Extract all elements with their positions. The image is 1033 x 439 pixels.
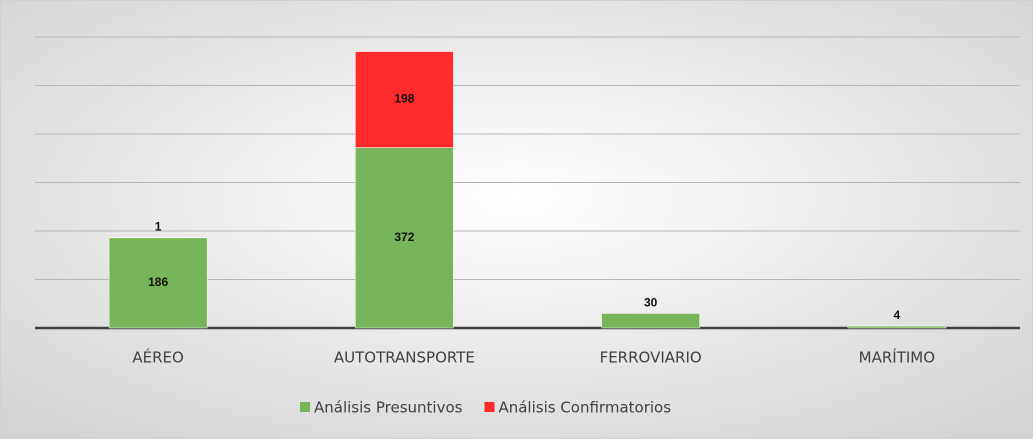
legend-swatch <box>300 402 310 412</box>
legend-label: Análisis Confirmatorios <box>498 399 671 417</box>
legend-label: Análisis Presuntivos <box>314 399 463 417</box>
x-tick-label: AUTOTRANSPORTE <box>334 349 475 367</box>
bar-segment <box>847 325 947 329</box>
data-label: 372 <box>394 230 414 244</box>
bar-segment <box>355 147 454 329</box>
data-label: 198 <box>394 92 414 106</box>
data-label: 30 <box>644 296 658 310</box>
x-tick-label: AÉREO <box>132 348 183 367</box>
bar-segment <box>355 51 454 148</box>
data-label: 4 <box>894 308 901 322</box>
x-tick-label: MARÍTIMO <box>859 348 935 367</box>
data-label: 1 <box>155 219 162 233</box>
legend-swatch <box>484 402 495 412</box>
bar-segment <box>108 237 208 329</box>
data-label: 186 <box>148 275 168 289</box>
x-tick-label: FERROVIARIO <box>600 349 702 367</box>
bar-segment <box>601 313 700 329</box>
